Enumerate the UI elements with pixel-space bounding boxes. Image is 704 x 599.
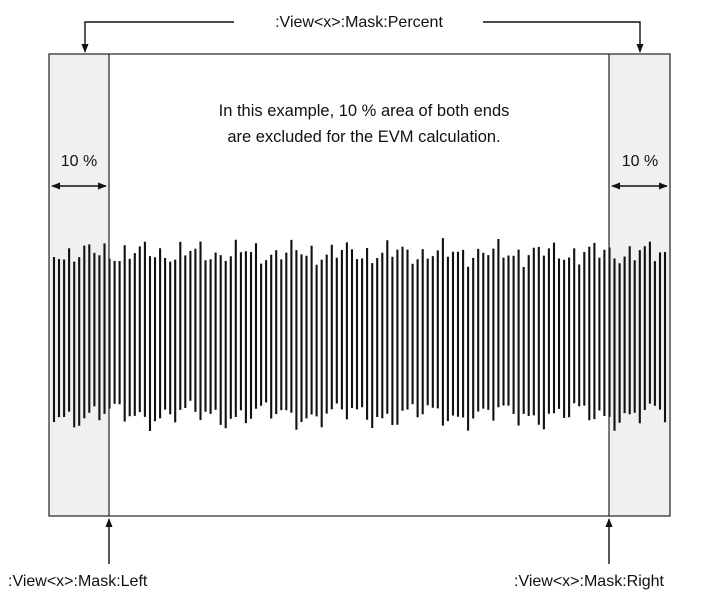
- left-percent-label: 10 %: [61, 153, 97, 170]
- mask-right-label: :View<x>:Mask:Right: [514, 573, 665, 590]
- percent-bracket: [81, 21, 644, 53]
- signal-waveform: [52, 238, 667, 431]
- note-line-1: In this example, 10 % area of both ends: [219, 102, 510, 120]
- right-percent-label: 10 %: [622, 153, 658, 170]
- mask-percent-label: :View<x>:Mask:Percent: [275, 14, 443, 31]
- plot-frame: [48, 53, 671, 517]
- mask-left-label: :View<x>:Mask:Left: [8, 573, 148, 590]
- note-line-2: are excluded for the EVM calculation.: [227, 128, 500, 146]
